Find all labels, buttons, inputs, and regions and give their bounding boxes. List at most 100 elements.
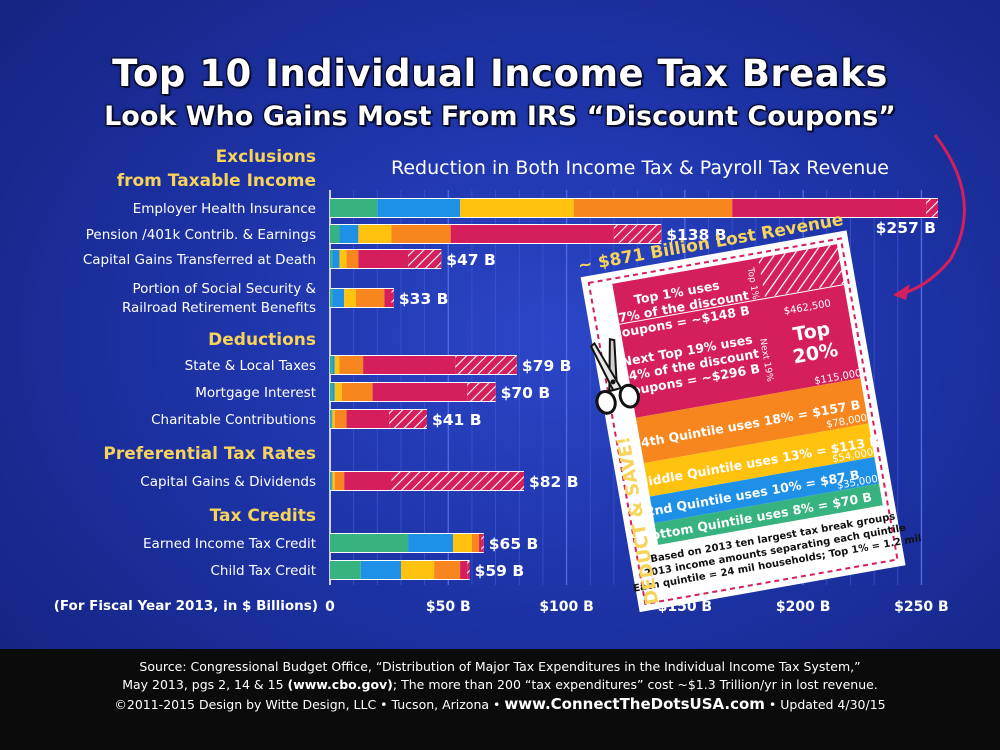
- coupon-border: [587, 237, 899, 606]
- bar-value-label: $59 B: [475, 562, 525, 580]
- bar-segment: [358, 225, 392, 243]
- bar-segment: [330, 250, 333, 268]
- bar-row: Earned Income Tax Credit $65 B: [143, 533, 538, 553]
- bar-segment: [363, 356, 456, 374]
- category-label: Charitable Contributions: [151, 412, 316, 428]
- section-label: Deductions: [208, 330, 316, 350]
- footer-line2-c: ; The more than 200 “tax expenditures” c…: [392, 677, 878, 692]
- bar-segment: [408, 534, 454, 552]
- bar-segment: [334, 410, 347, 428]
- footer-credit-line: ©2011-2015 Design by Witte Design, LLC •…: [0, 695, 1000, 713]
- bar-segment: [332, 289, 345, 307]
- bar-value-label: $41 B: [432, 411, 482, 429]
- footer-source-line-2: May 2013, pgs 2, 14 & 15 (www.cbo.gov); …: [0, 677, 1000, 692]
- section-label: Exclusions: [216, 147, 316, 167]
- category-label: Mortgage Interest: [195, 385, 316, 401]
- bar-row: Capital Gains & Dividends $82 B: [140, 471, 579, 491]
- bar-segment: [330, 356, 333, 374]
- bar-segment: [455, 356, 517, 374]
- bar-segment: [408, 250, 442, 268]
- bar-segment: [360, 561, 401, 579]
- bar-segment: [332, 250, 340, 268]
- bar-segment: [330, 472, 332, 490]
- page-title: Top 10 Individual Income Tax Breaks: [112, 52, 888, 95]
- bar-value-label: $33 B: [399, 290, 449, 308]
- bar-segment: [330, 289, 333, 307]
- second-quintile-band: [649, 456, 879, 524]
- category-label-line2: Railroad Retirement Benefits: [122, 300, 316, 316]
- bar-segment: [330, 199, 378, 217]
- bar-segment: [471, 534, 480, 552]
- x-axis-label: (For Fiscal Year 2013, in $ Billions): [54, 598, 318, 614]
- scissors-icon: [589, 338, 640, 415]
- bar-row: Employer Health Insurance $257 B: [133, 198, 938, 237]
- bar-segment: [372, 383, 468, 401]
- category-label: Capital Gains & Dividends: [140, 474, 316, 490]
- bar-segment: [332, 383, 335, 401]
- bar-segment: [330, 225, 340, 243]
- bar-chart: Reduction in Both Income Tax & Payroll T…: [54, 134, 966, 615]
- bar-row: Charitable Contributions $41 B: [151, 409, 482, 429]
- bar-segment: [356, 289, 385, 307]
- bar-segment: [346, 410, 390, 428]
- bar-segment: [334, 356, 340, 374]
- section-label-line2: from Taxable Income: [117, 171, 316, 191]
- category-label: State & Local Taxes: [185, 358, 316, 374]
- bar-row: Mortgage Interest $70 B: [195, 382, 550, 402]
- category-label: Portion of Social Security &: [133, 281, 317, 297]
- bar-value-label: $70 B: [501, 384, 551, 402]
- bar-segment: [344, 289, 357, 307]
- footer-line3-a: ©2011-2015 Design by Witte Design, LLC •…: [114, 697, 505, 712]
- category-label: Capital Gains Transferred at Death: [83, 252, 316, 268]
- x-tick-label: $200 B: [776, 599, 831, 615]
- bar-segment: [330, 383, 333, 401]
- bar-segment: [460, 199, 574, 217]
- bar-segment: [450, 225, 614, 243]
- category-label: Child Tax Credit: [210, 563, 316, 579]
- section-label: Preferential Tax Rates: [103, 444, 316, 464]
- cbo-link[interactable]: (www.cbo.gov): [287, 677, 393, 692]
- page-subtitle: Look Who Gains Most From IRS “Discount C…: [104, 101, 896, 132]
- category-label: Employer Health Insurance: [133, 201, 316, 217]
- bar-row: Capital Gains Transferred at Death $47 B: [83, 249, 496, 269]
- footer: Source: Congressional Budget Office, “Di…: [0, 649, 1000, 750]
- bar-row: Pension /401k Contrib. & Earnings $138 B: [86, 224, 727, 244]
- bar-segment: [344, 472, 392, 490]
- bar-segment: [330, 410, 332, 428]
- bar-row: State & Local Taxes $79 B: [185, 355, 571, 375]
- bar-segment: [346, 250, 359, 268]
- footer-line2-a: May 2013, pgs 2, 14 & 15: [122, 677, 288, 692]
- bar-segment: [391, 472, 524, 490]
- middle-quintile-band: [643, 423, 875, 497]
- bar-segment: [331, 410, 333, 428]
- bar-value-label: $47 B: [446, 251, 496, 269]
- footer-line3-c: • Updated 4/30/15: [764, 697, 886, 712]
- fourth-quintile-band: [635, 378, 869, 464]
- bar-segment: [434, 561, 461, 579]
- bar-segment: [330, 534, 409, 552]
- x-tick-label: $50 B: [426, 599, 471, 615]
- bar-segment: [334, 383, 342, 401]
- bar-segment: [358, 250, 409, 268]
- x-tick-label: $100 B: [539, 599, 594, 615]
- category-label: Earned Income Tax Credit: [143, 536, 316, 552]
- bar-segment: [400, 561, 435, 579]
- bar-segment: [377, 199, 461, 217]
- bar-value-label: $65 B: [489, 535, 539, 553]
- bar-segment: [467, 561, 470, 579]
- bar-segment: [332, 356, 335, 374]
- pointer-arrowhead: [893, 284, 910, 300]
- bar-segment: [341, 383, 373, 401]
- bar-segment: [732, 199, 927, 217]
- bar-value-label: $82 B: [529, 473, 579, 491]
- divider: [619, 284, 845, 325]
- website-link[interactable]: www.ConnectTheDotsUSA.com: [504, 695, 765, 713]
- bar-segment: [481, 534, 484, 552]
- bar-segment: [334, 472, 345, 490]
- discount-coupon: Top 1% uses 17% of the discount coupons …: [576, 210, 922, 613]
- bar-segment: [389, 410, 427, 428]
- bar-segment: [339, 250, 347, 268]
- bar-value-label: $138 B: [666, 226, 726, 244]
- top-1-hatch: [758, 244, 844, 298]
